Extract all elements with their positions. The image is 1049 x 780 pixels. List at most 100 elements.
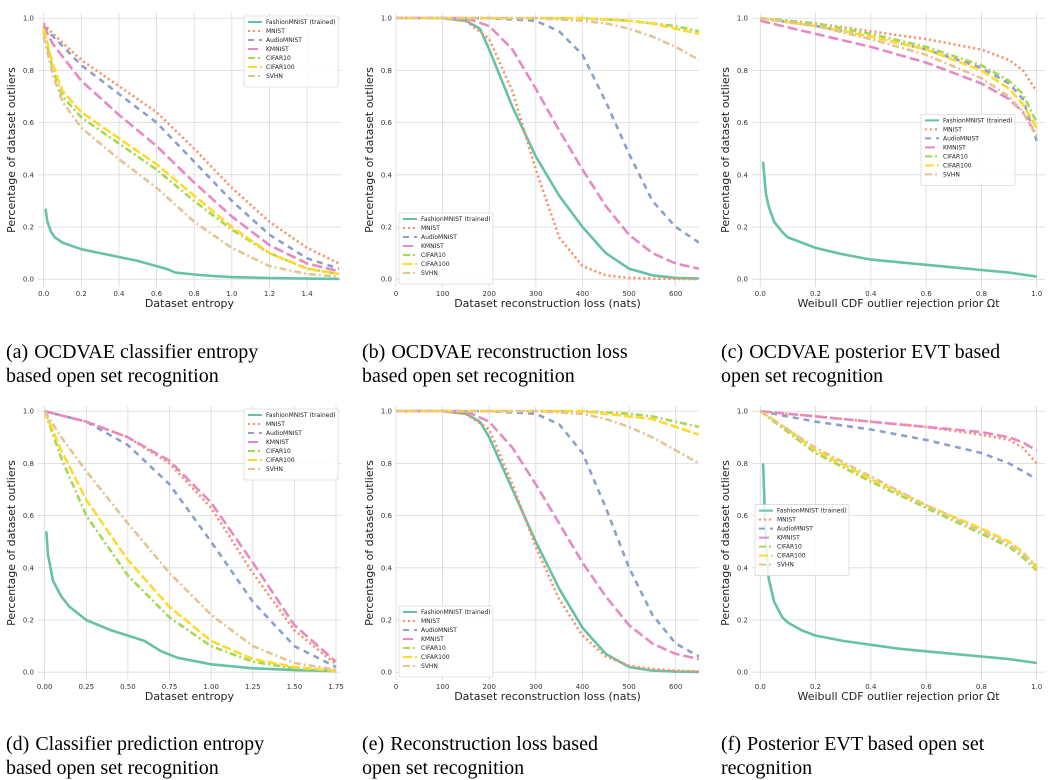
y-tick-label: 1.0	[381, 408, 392, 416]
y-tick-label: 1.0	[737, 408, 748, 416]
series-line-audiomnist	[396, 409, 699, 658]
x-tick-label: 0.8	[189, 290, 200, 298]
series-line-cifar100	[43, 410, 337, 673]
series-group	[760, 16, 1038, 278]
y-tick-label: 0.0	[23, 276, 34, 284]
legend-label: CIFAR100	[266, 457, 295, 464]
series-line-cifar10	[43, 410, 337, 673]
x-axis-label: Weibull CDF outlier rejection prior Ωt	[797, 690, 1000, 703]
x-tick-label: 0	[394, 683, 398, 691]
x-tick-label: 0.4	[113, 290, 125, 298]
caption-d: (d) Classifier prediction entropy based o…	[6, 732, 264, 780]
y-tick-label: 0.0	[381, 276, 392, 284]
legend-label: SVHN	[421, 663, 438, 670]
y-tick-label: 0.2	[737, 223, 748, 231]
y-tick-label: 0.6	[381, 119, 393, 127]
series-line-kmnist	[44, 409, 337, 663]
x-tick-label: 1.0	[1031, 683, 1042, 691]
caption-b: (b) OCDVAE reconstruction loss based open…	[362, 340, 628, 388]
x-tick-label: 200	[483, 290, 496, 298]
x-tick-label: 1.2	[264, 290, 275, 298]
legend-label: FashionMNIST (trained)	[777, 508, 847, 515]
series-line-fashionmnist-trained	[396, 16, 699, 280]
y-tick-label: 0.0	[23, 669, 34, 677]
series-line-kmnist	[42, 25, 340, 273]
legend: FashionMNIST (trained) MNIST AudioMNIST KMN…	[398, 605, 494, 678]
caption-a-line2: based open set recognition	[6, 365, 219, 387]
series-line-mnist	[396, 16, 699, 281]
legend-label: SVHN	[266, 73, 283, 80]
legend-label: FashionMNIST (trained)	[421, 216, 491, 223]
y-axis-label: Percentage of dataset outliers	[719, 67, 732, 233]
legend-label: SVHN	[777, 562, 794, 569]
legend-label: CIFAR100	[943, 162, 972, 169]
series-line-svhn	[42, 36, 340, 278]
y-tick-label: 0.8	[737, 460, 748, 468]
legend-label: KMNIST	[421, 243, 444, 250]
caption-e-label: (e)	[362, 733, 385, 755]
legend-label: MNIST	[266, 421, 285, 428]
y-tick-label: 1.0	[23, 408, 34, 416]
legend-label: CIFAR10	[777, 544, 802, 551]
series-line-audiomnist	[760, 16, 1038, 142]
y-axis-label: Percentage of dataset outliers	[719, 460, 732, 626]
chart-svg-a: 0.0 0.2 0.4 0.6 0.8 1.0 1.2 1.4 0.0 0.2 0.4 0.6 0.8 1…	[5, 13, 341, 310]
x-tick-label: 300	[529, 290, 542, 298]
series-group	[43, 409, 337, 673]
x-axis-label: Dataset reconstruction loss (nats)	[454, 690, 641, 703]
x-axis-label: Weibull CDF outlier rejection prior Ωt	[797, 297, 1000, 310]
y-tick-label: 0.4	[737, 564, 749, 572]
caption-b-line1: OCDVAE reconstruction loss	[391, 341, 628, 363]
series-line-svhn	[760, 16, 1038, 137]
y-axis-label: Percentage of dataset outliers	[363, 460, 376, 626]
y-tick-label: 0.6	[737, 119, 749, 127]
x-tick-label: 0.4	[865, 290, 877, 298]
legend-frame	[243, 408, 339, 481]
legend-label: KMNIST	[266, 439, 289, 446]
caption-d-line2: based open set recognition	[6, 757, 219, 779]
x-tick-label: 1.50	[287, 683, 303, 691]
legend-frame	[398, 212, 494, 285]
caption-c: (c) OCDVAE posterior EVT based open set r…	[721, 340, 1000, 388]
legend-label: MNIST	[943, 126, 962, 133]
caption-f-line2: recognition	[721, 757, 813, 779]
series-group	[42, 22, 340, 281]
legend-label: KMNIST	[266, 46, 289, 53]
legend-label: CIFAR100	[421, 261, 450, 268]
legend-label: MNIST	[421, 225, 440, 232]
chart-panel-e: 0 100 200 300 400 500 600 0.0 0.2 0.4 0.6 0.8 1.0 Dat…	[358, 396, 703, 716]
legend-label: CIFAR10	[266, 55, 291, 62]
chart-svg-e: 0 100 200 300 400 500 600 0.0 0.2 0.4 0.6 0.8 1.0 Dat…	[363, 406, 699, 703]
x-tick-label: 0.6	[921, 683, 933, 691]
series-line-cifar10	[760, 16, 1038, 124]
series-line-svhn	[43, 410, 337, 671]
y-tick-label: 0.2	[23, 616, 34, 624]
y-tick-label: 0.8	[737, 67, 748, 75]
x-tick-label: 100	[436, 290, 449, 298]
x-tick-label: 200	[483, 683, 496, 691]
legend-frame	[398, 605, 494, 678]
legend-label: CIFAR10	[943, 153, 968, 160]
legend-label: FashionMNIST (trained)	[266, 412, 336, 419]
legend-label: AudioMNIST	[943, 135, 979, 142]
y-tick-label: 1.0	[23, 15, 34, 23]
y-tick-label: 0.2	[381, 616, 392, 624]
x-tick-label: 500	[622, 683, 635, 691]
y-tick-label: 0.6	[737, 512, 749, 520]
x-tick-label: 1.00	[203, 683, 219, 691]
series-line-kmnist	[396, 409, 699, 661]
legend-label: MNIST	[777, 517, 796, 524]
series-line-audiomnist	[760, 409, 1038, 481]
caption-b-line2: based open set recognition	[362, 365, 575, 387]
x-axis-label: Dataset entropy	[145, 297, 235, 310]
caption-b-label: (b)	[362, 341, 386, 363]
x-tick-label: 600	[669, 683, 682, 691]
series-line-cifar100	[42, 28, 340, 276]
caption-d-line1: Classifier prediction entropy	[35, 733, 265, 755]
caption-c-line2: open set recognition	[721, 365, 884, 387]
series-line-mnist	[42, 22, 340, 265]
caption-e: (e) Reconstruction loss based open set re…	[362, 732, 598, 780]
x-tick-label: 600	[669, 290, 682, 298]
legend-label: CIFAR100	[421, 654, 450, 661]
x-tick-label: 400	[576, 683, 589, 691]
